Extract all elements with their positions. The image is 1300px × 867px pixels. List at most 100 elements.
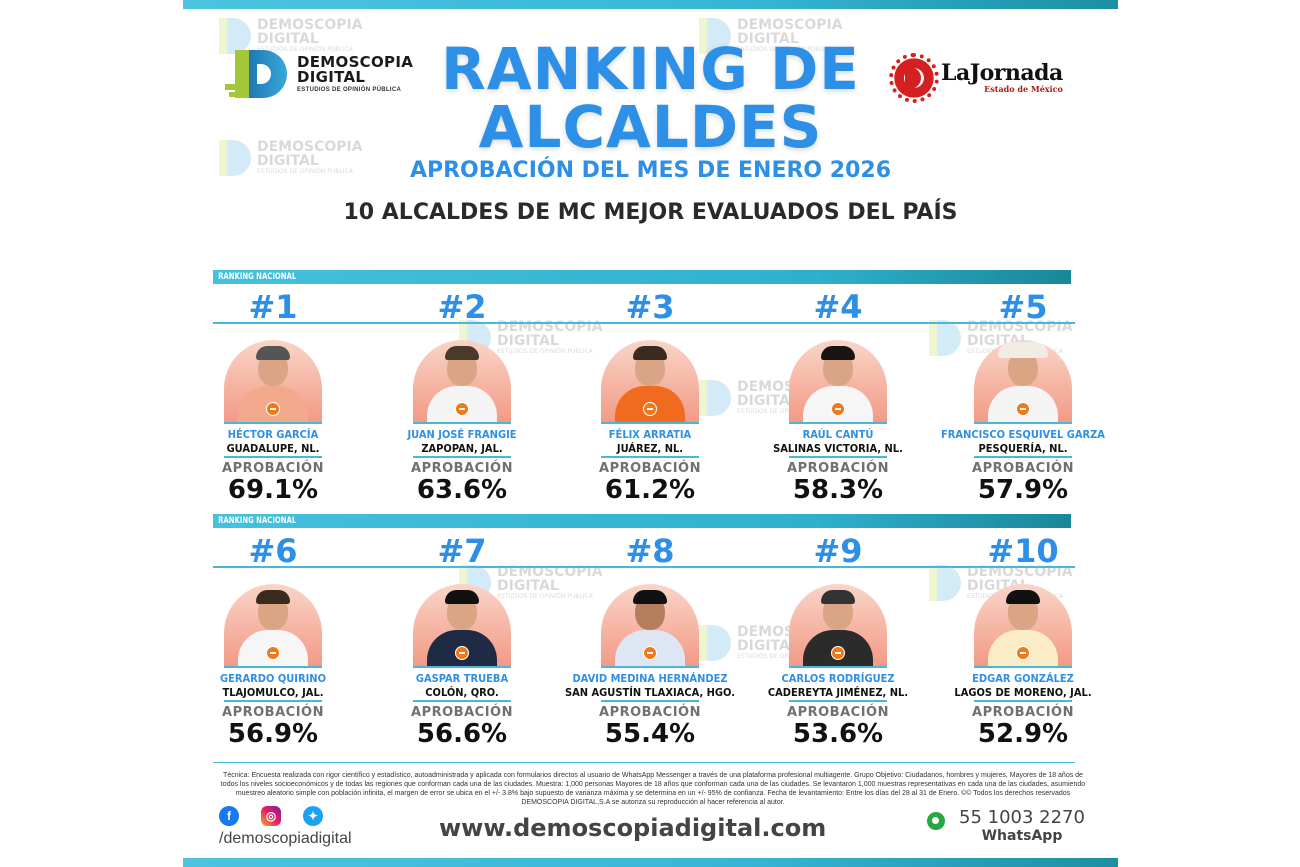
- infographic-poster: DEMOSCOPIA DIGITAL ESTUDIOS DE OPINIÓN PÚB…: [183, 0, 1118, 867]
- mayor-photo: [413, 340, 511, 422]
- mc-party-icon: [266, 402, 280, 416]
- rank-number: #2: [437, 288, 487, 326]
- mayor-card: #10 EDGAR GONZÁLEZ LAGOS DE MORENO, JAL.…: [933, 532, 1113, 748]
- mc-party-icon: [1016, 646, 1030, 660]
- mayor-city: PESQUERÍA, NL.: [978, 442, 1068, 455]
- mayor-name: EDGAR GONZÁLEZ: [972, 672, 1074, 685]
- rank-number: #7: [437, 532, 487, 570]
- mayor-name: JUAN JOSÉ FRANGIE: [407, 428, 517, 441]
- mayor-city: COLÓN, QRO.: [425, 686, 499, 699]
- whatsapp-contact: 55 1003 2270 WhatsApp: [927, 808, 1085, 844]
- rank-number: #10: [987, 532, 1059, 570]
- mayor-name: CARLOS RODRÍGUEZ: [781, 672, 895, 685]
- mayor-card: #2 JUAN JOSÉ FRANGIE ZAPOPAN, JAL. APROB…: [372, 288, 552, 504]
- mc-party-icon: [455, 646, 469, 660]
- lajornada-sun-icon: [889, 53, 939, 103]
- whatsapp-number: 55 1003 2270: [959, 807, 1085, 828]
- mayor-card: #8 DAVID MEDINA HERNÁNDEZ SAN AGUSTÍN TL…: [560, 532, 740, 748]
- approval-value: 58.3%: [792, 475, 884, 505]
- mayor-name: FRANCISCO ESQUIVEL GARZA: [941, 428, 1105, 441]
- approval-value: 57.9%: [977, 475, 1069, 505]
- mayor-name: GERARDO QUIRINO: [220, 672, 326, 685]
- mayor-photo: [601, 340, 699, 422]
- whatsapp-icon: [927, 812, 945, 830]
- mayor-photo: [224, 340, 322, 422]
- mc-party-icon: [831, 646, 845, 660]
- lajornada-logo: LaJornada Estado de México: [889, 53, 1063, 103]
- mayor-card: #9 CARLOS RODRÍGUEZ CADEREYTA JIMÉNEZ, N…: [748, 532, 928, 748]
- mayor-card: #3 FÉLIX ARRATIA JUÁREZ, NL. APROBACIÓN …: [560, 288, 740, 504]
- mayor-photo: [789, 584, 887, 666]
- mayor-name: GASPAR TRUEBA: [415, 672, 509, 685]
- logo-line2: DIGITAL: [297, 68, 366, 86]
- ranking-band-1: RANKING NACIONAL: [213, 270, 1071, 284]
- mayor-name: FÉLIX ARRATIA: [608, 428, 692, 441]
- approval-value: 56.6%: [416, 719, 508, 749]
- approval-label: APROBACIÓN: [599, 705, 701, 720]
- mayor-photo: [974, 584, 1072, 666]
- mayor-name: HÉCTOR GARCÍA: [227, 428, 319, 441]
- website-link[interactable]: www.demoscopiadigital.com: [439, 814, 827, 842]
- mc-party-icon: [831, 402, 845, 416]
- mayor-photo: [601, 584, 699, 666]
- approval-label: APROBACIÓN: [222, 705, 324, 720]
- mayor-photo: [789, 340, 887, 422]
- mayor-city: JUÁREZ, NL.: [616, 442, 684, 455]
- mayor-card: #1 HÉCTOR GARCÍA GUADALUPE, NL. APROBACI…: [183, 288, 363, 504]
- mayor-card: #7 GASPAR TRUEBA COLÓN, QRO. APROBACIÓN …: [372, 532, 552, 748]
- partner-name: LaJornada: [941, 60, 1063, 86]
- approval-label: APROBACIÓN: [222, 461, 324, 476]
- mc-party-icon: [643, 646, 657, 660]
- facebook-icon[interactable]: f: [219, 806, 239, 826]
- mayor-name: DAVID MEDINA HERNÁNDEZ: [572, 672, 728, 685]
- approval-value: 63.6%: [416, 475, 508, 505]
- mayor-city: ZAPOPAN, JAL.: [421, 442, 503, 455]
- approval-label: APROBACIÓN: [411, 705, 513, 720]
- mayor-city: TLAJOMULCO, JAL.: [222, 686, 324, 699]
- instagram-icon[interactable]: ◎: [261, 806, 281, 826]
- rank-number: #9: [813, 532, 863, 570]
- rank-number: #5: [998, 288, 1048, 326]
- mayor-photo: [413, 584, 511, 666]
- top-accent-bar: [183, 0, 1118, 9]
- mc-party-icon: [455, 402, 469, 416]
- divider: [213, 566, 1075, 568]
- rank-number: #4: [813, 288, 863, 326]
- divider: [213, 322, 1075, 324]
- page-subtitle-2: 10 ALCALDES DE MC MEJOR EVALUADOS DEL PA…: [343, 200, 958, 225]
- mayor-photo: [224, 584, 322, 666]
- approval-label: APROBACIÓN: [972, 705, 1074, 720]
- page-title-line1: RANKING DE: [441, 35, 860, 103]
- whatsapp-label: WhatsApp: [981, 828, 1063, 844]
- approval-value: 53.6%: [792, 719, 884, 749]
- mayor-city: LAGOS DE MORENO, JAL.: [954, 686, 1092, 699]
- demoscopia-d-icon: [223, 48, 289, 100]
- approval-value: 61.2%: [604, 475, 696, 505]
- social-handle: /demoscopiadigital: [219, 830, 352, 847]
- rank-number: #3: [625, 288, 675, 326]
- approval-value: 55.4%: [604, 719, 696, 749]
- rank-number: #1: [248, 288, 298, 326]
- approval-label: APROBACIÓN: [411, 461, 513, 476]
- rank-number: #8: [625, 532, 675, 570]
- logo-line1: DEMOSCOPIA: [297, 53, 414, 71]
- mayor-city: SAN AGUSTÍN TLAXIACA, HGO.: [565, 686, 735, 699]
- approval-value: 52.9%: [977, 719, 1069, 749]
- divider: [213, 762, 1075, 763]
- approval-value: 56.9%: [227, 719, 319, 749]
- approval-label: APROBACIÓN: [599, 461, 701, 476]
- page-title-line2: ALCALDES: [478, 93, 823, 161]
- social-links: f ◎ ✦ /demoscopiadigital: [219, 806, 352, 848]
- bottom-accent-bar: [183, 858, 1118, 867]
- partner-sub: Estado de México: [984, 84, 1063, 94]
- page-subtitle: APROBACIÓN DEL MES DE ENERO 2026: [409, 158, 892, 183]
- ranking-band-2: RANKING NACIONAL: [213, 514, 1071, 528]
- logo-tagline: ESTUDIOS DE OPINIÓN PÚBLICA: [297, 87, 402, 93]
- demoscopia-logo: DEMOSCOPIA DIGITAL ESTUDIOS DE OPINIÓN P…: [223, 48, 413, 100]
- methodology-note: Técnica: Encuesta realizada con rigor ci…: [220, 772, 1086, 806]
- twitter-icon[interactable]: ✦: [303, 806, 323, 826]
- mayor-city: CADEREYTA JIMÉNEZ, NL.: [767, 686, 909, 699]
- approval-value: 69.1%: [227, 475, 319, 505]
- mc-party-icon: [643, 402, 657, 416]
- approval-label: APROBACIÓN: [787, 705, 889, 720]
